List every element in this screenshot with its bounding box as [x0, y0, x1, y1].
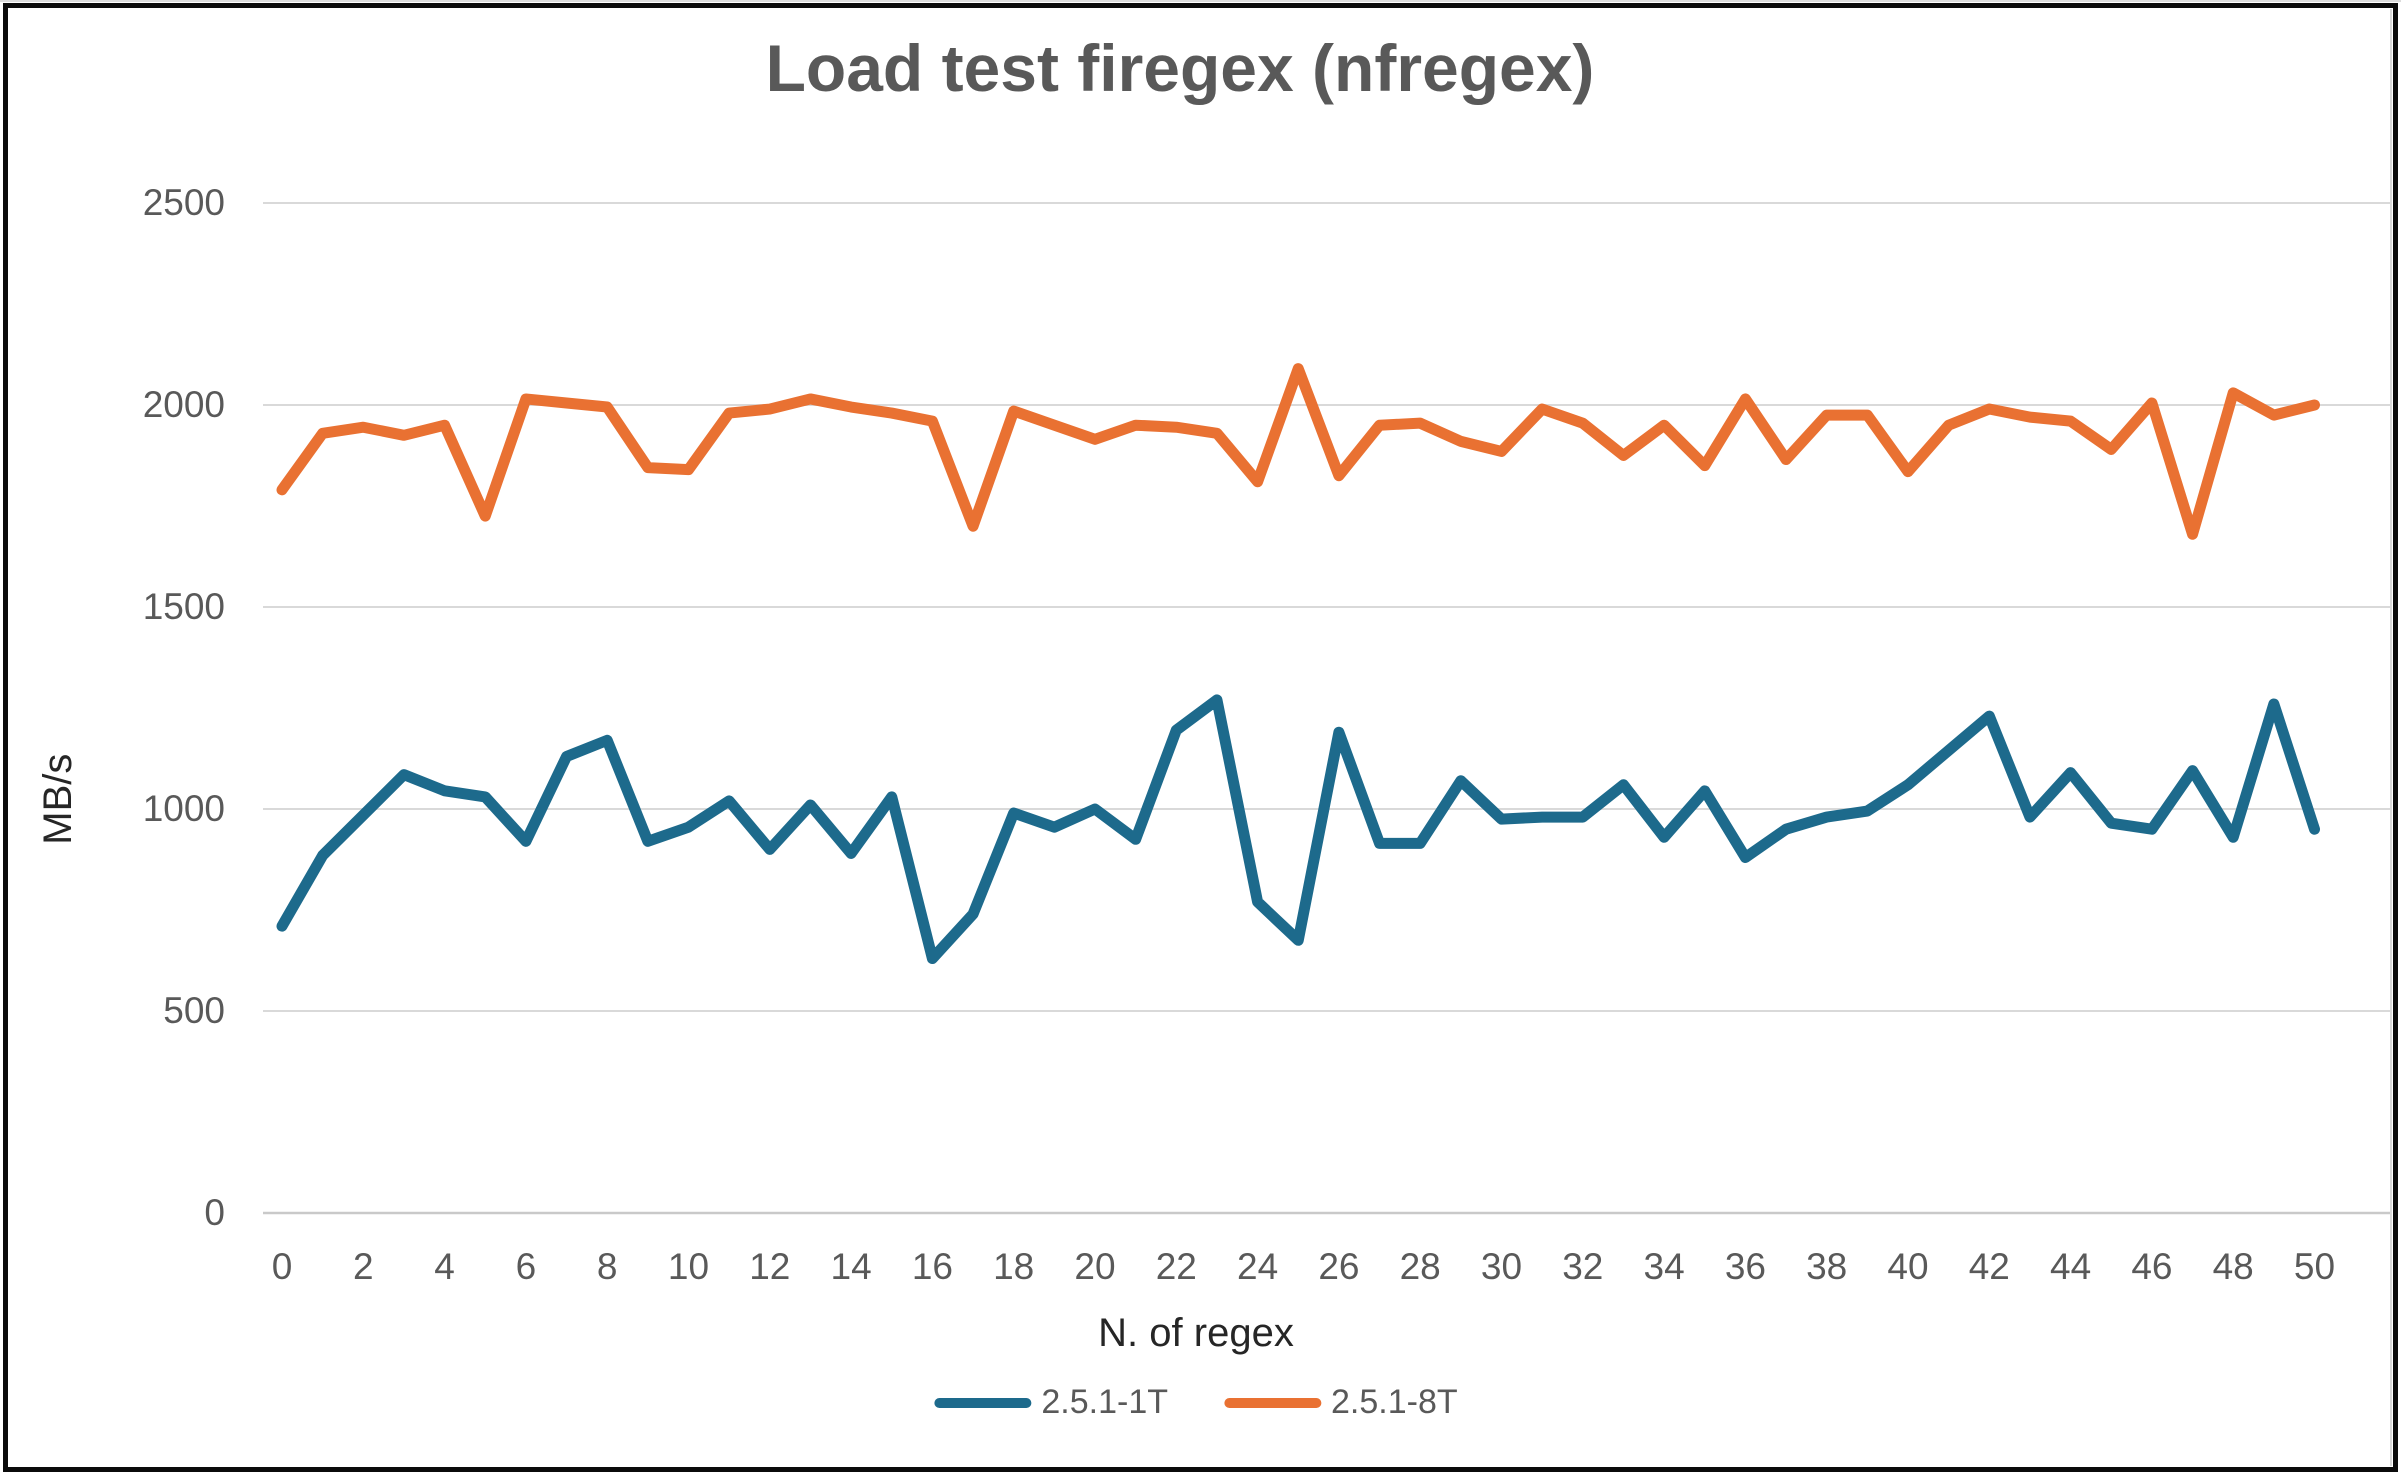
- x-axis-title: N. of regex: [1098, 1311, 1294, 1355]
- x-tick-12: 12: [749, 1246, 791, 1287]
- legend-swatch-1T-icon: [934, 1397, 1032, 1408]
- y-tick-500: 500: [163, 990, 225, 1031]
- series-line-2.5.1-8T: [276, 363, 2320, 540]
- x-tick-32: 32: [1562, 1246, 1604, 1287]
- x-tick-46: 46: [2131, 1246, 2173, 1287]
- x-tick-6: 6: [515, 1246, 537, 1287]
- x-tick-14: 14: [830, 1246, 872, 1287]
- x-tick-22: 22: [1155, 1246, 1197, 1287]
- y-tick-1000: 1000: [142, 788, 225, 829]
- x-tick-44: 44: [2050, 1246, 2092, 1287]
- x-tick-18: 18: [993, 1246, 1035, 1287]
- legend-item-8T: 2.5.1-8T: [1224, 1383, 1458, 1422]
- legend-label-8T: 2.5.1-8T: [1331, 1383, 1458, 1421]
- x-tick-28: 28: [1399, 1246, 1441, 1287]
- legend-item-1T: 2.5.1-1T: [934, 1383, 1168, 1422]
- x-tick-40: 40: [1887, 1246, 1929, 1287]
- series-line-2.5.1-1T: [276, 694, 2320, 964]
- x-tick-48: 48: [2212, 1246, 2254, 1287]
- x-tick-10: 10: [667, 1246, 710, 1287]
- x-tick-42: 42: [1968, 1246, 2010, 1287]
- y-tick-0: 0: [204, 1192, 225, 1233]
- x-tick-50: 50: [2293, 1246, 2336, 1287]
- x-tick-0: 0: [271, 1246, 293, 1287]
- chart-title: Load test firegex (nfregex): [765, 31, 1595, 105]
- x-tick-38: 38: [1806, 1246, 1848, 1287]
- x-tick-24: 24: [1237, 1246, 1279, 1287]
- y-tick-1500: 1500: [142, 586, 225, 627]
- x-tick-36: 36: [1724, 1246, 1766, 1287]
- legend-label-1T: 2.5.1-1T: [1041, 1383, 1168, 1421]
- x-tick-2: 2: [353, 1246, 374, 1287]
- chart-legend: 2.5.1-1T 2.5.1-8T: [934, 1383, 1458, 1422]
- x-tick-16: 16: [911, 1246, 953, 1287]
- x-tick-4: 4: [434, 1246, 455, 1287]
- legend-swatch-8T-icon: [1224, 1397, 1321, 1408]
- x-tick-26: 26: [1318, 1246, 1360, 1287]
- y-tick-2500: 2500: [142, 182, 225, 223]
- x-tick-30: 30: [1480, 1246, 1523, 1287]
- x-tick-8: 8: [596, 1246, 618, 1287]
- top-edge-line: [0, 0, 2401, 2]
- x-tick-20: 20: [1074, 1246, 1116, 1287]
- x-tick-34: 34: [1643, 1246, 1685, 1287]
- y-tick-2000: 2000: [142, 384, 225, 425]
- y-axis-title: MB/s: [36, 753, 80, 845]
